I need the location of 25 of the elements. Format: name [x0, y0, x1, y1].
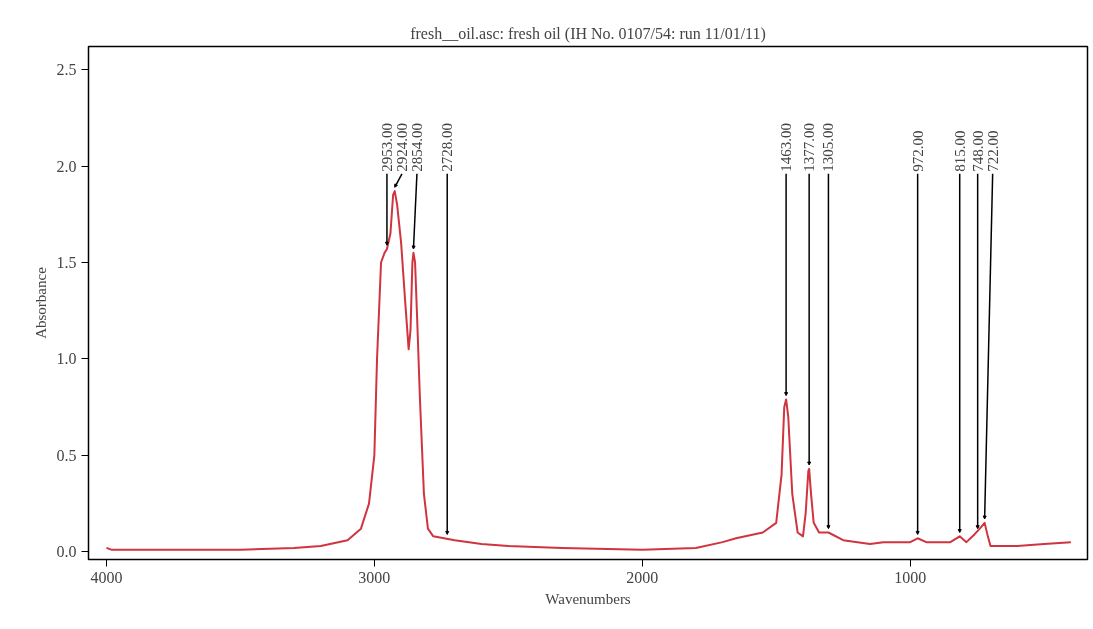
annotation: 1377.00	[801, 123, 818, 172]
x-axis-title: Wavenumbers	[545, 590, 631, 607]
y-tick-label: 1.0	[56, 350, 77, 368]
annotation: 2924.00	[393, 123, 410, 172]
y-axis-title: Absorbance	[32, 266, 49, 339]
annotation: 1463.00	[778, 123, 795, 172]
annotation: 2854.00	[408, 123, 425, 172]
y-tick-label: 2.0	[56, 157, 77, 175]
annotation: 815.00	[951, 130, 968, 172]
annotation: 748.00	[969, 130, 986, 172]
x-tick-label: 4000	[90, 568, 123, 586]
y-tick-label: 1.5	[56, 254, 77, 271]
y-tick-label: 0.5	[56, 446, 77, 464]
annotation: 1305.00	[820, 123, 837, 172]
annotation: 722.00	[984, 130, 1001, 172]
annotation: 972.00	[909, 130, 926, 172]
chart-title: fresh__oil.asc: fresh oil (IH No. 0107/54: run 11/01/11)	[410, 24, 766, 43]
annotation: 2728.00	[439, 123, 456, 172]
y-tick-label: 2.5	[56, 61, 77, 79]
x-tick-label: 1000	[894, 568, 927, 586]
x-tick-label: 2000	[626, 568, 659, 586]
line-series	[105, 190, 1072, 551]
annotation: 2953.00	[378, 123, 395, 172]
x-tick-label: 3000	[358, 568, 391, 586]
y-tick-label: 0.0	[56, 543, 77, 561]
